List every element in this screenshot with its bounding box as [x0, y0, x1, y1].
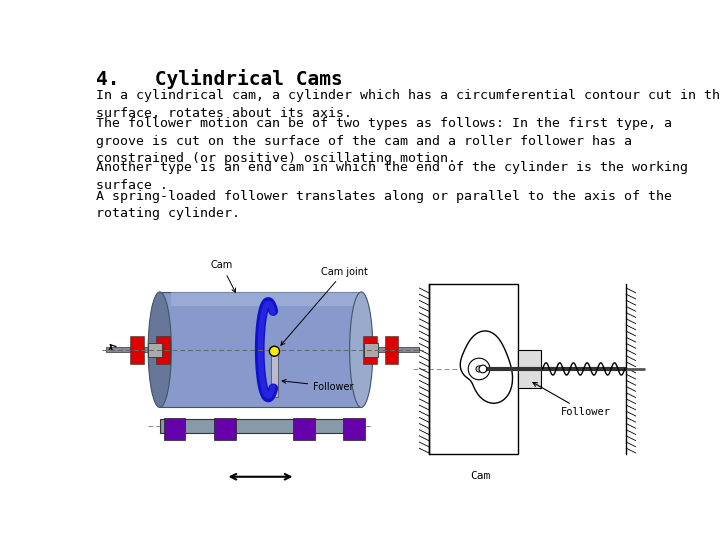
Bar: [106, 347, 160, 352]
Text: The follower motion can be of two types as follows: In the first type, a
groove : The follower motion can be of two types …: [96, 117, 672, 165]
Text: A spring-loaded follower translates along or parallel to the axis of the
rotatin: A spring-loaded follower translates alon…: [96, 190, 672, 220]
Bar: [160, 292, 361, 408]
Bar: [364, 343, 377, 356]
Text: In a cylindrical cam, a cylinder which has a circumferential contour cut in the
: In a cylindrical cam, a cylinder which h…: [96, 90, 720, 120]
Text: Cam: Cam: [211, 260, 235, 292]
Bar: [160, 419, 361, 433]
Bar: [428, 284, 518, 454]
Bar: [361, 347, 419, 352]
Ellipse shape: [269, 346, 279, 356]
Text: Cam joint: Cam joint: [281, 267, 368, 345]
Bar: [271, 351, 277, 397]
Bar: [363, 336, 377, 363]
Ellipse shape: [476, 366, 482, 372]
Text: Another type is an end cam in which the end of the cylinder is the working
surfa: Another type is an end cam in which the …: [96, 161, 688, 192]
Bar: [171, 292, 361, 306]
Bar: [343, 418, 365, 440]
Bar: [518, 350, 541, 388]
Bar: [214, 418, 235, 440]
Bar: [156, 336, 170, 363]
Bar: [163, 418, 185, 440]
Ellipse shape: [468, 358, 490, 380]
Text: Cam: Cam: [470, 470, 491, 481]
Bar: [130, 336, 144, 363]
Text: Follower: Follower: [282, 380, 354, 392]
Bar: [293, 418, 315, 440]
Text: Follower: Follower: [533, 382, 611, 417]
Ellipse shape: [148, 292, 171, 408]
Polygon shape: [460, 331, 513, 403]
Bar: [148, 343, 162, 356]
Ellipse shape: [479, 365, 487, 373]
Text: 4.   Cylindrical Cams: 4. Cylindrical Cams: [96, 69, 343, 89]
Ellipse shape: [350, 292, 373, 408]
Bar: [384, 336, 398, 363]
